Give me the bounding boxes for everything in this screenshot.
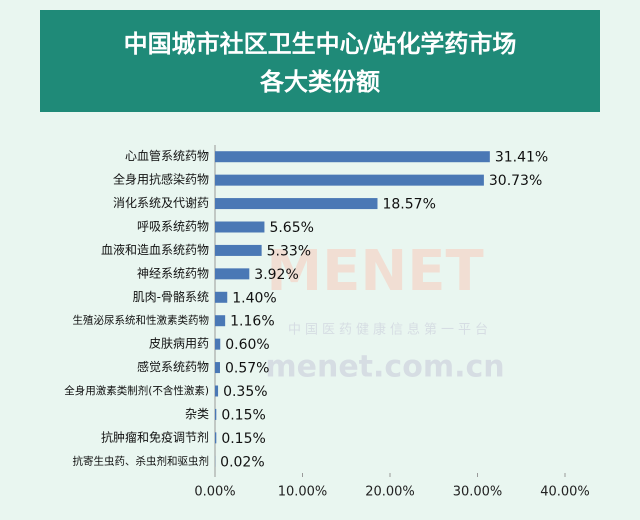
data-label: 3.92%: [254, 267, 298, 283]
x-tick-label: 30.00%: [453, 485, 503, 500]
y-tick-label: 心血管系统药物: [125, 148, 209, 163]
watermark: 中国医药健康信息第一平台: [288, 322, 492, 338]
bar: [215, 362, 220, 373]
bar: [215, 292, 227, 303]
data-label: 0.35%: [223, 384, 267, 400]
x-tick-label: 10.00%: [278, 485, 328, 500]
title-band: [40, 10, 600, 112]
y-tick-label: 生殖泌尿系统和性激素类药物: [73, 314, 210, 327]
bar: [215, 151, 490, 162]
data-label: 1.40%: [232, 290, 276, 306]
y-tick-label: 皮肤病用药: [149, 336, 209, 351]
x-tick-label: 20.00%: [365, 485, 415, 500]
data-label: 5.65%: [269, 220, 313, 236]
y-tick-label: 抗肿瘤和免疫调节剂: [101, 429, 209, 444]
y-tick-label: 感觉系统药物: [137, 359, 209, 374]
y-tick-label: 全身用激素类制剂(不含性激素): [64, 384, 209, 397]
chart-title: 各大类份额: [259, 68, 380, 96]
y-tick-label: 神经系统药物: [137, 266, 209, 280]
y-tick-label: 呼吸系统药物: [137, 220, 209, 234]
data-label: 0.15%: [221, 431, 265, 447]
bar: [215, 386, 218, 397]
data-label: 18.57%: [382, 197, 435, 213]
data-label: 0.15%: [221, 407, 265, 423]
data-label: 31.41%: [495, 150, 548, 166]
data-label: 30.73%: [489, 173, 542, 189]
y-tick-label: 血液和造血系统药物: [101, 242, 209, 257]
y-tick-label: 全身用抗感染药物: [113, 172, 209, 187]
data-label: 0.57%: [225, 361, 269, 377]
data-label: 0.02%: [220, 454, 264, 470]
chart-title: 中国城市社区卫生中心/站化学药市场: [124, 30, 517, 58]
x-tick-label: 0.00%: [194, 485, 235, 500]
data-label: 0.60%: [225, 337, 269, 353]
data-label: 5.33%: [267, 243, 311, 259]
watermark: menet.com.cn: [265, 350, 504, 385]
bar: [215, 339, 220, 350]
bar: [215, 432, 216, 443]
bar: [215, 222, 264, 233]
bar: [215, 409, 216, 420]
bar: [215, 268, 249, 279]
bar: [215, 198, 377, 209]
data-label: 1.16%: [230, 314, 274, 330]
y-tick-label: 杂类: [185, 407, 209, 421]
y-tick-label: 肌肉-骨骼系统: [133, 289, 209, 304]
bar: [215, 315, 225, 326]
y-tick-label: 抗寄生虫药、杀虫剂和驱虫剂: [73, 454, 210, 467]
x-tick-label: 40.00%: [540, 485, 590, 500]
y-tick-label: 消化系统及代谢药: [113, 195, 209, 210]
bar: [215, 245, 262, 256]
bar: [215, 175, 484, 186]
